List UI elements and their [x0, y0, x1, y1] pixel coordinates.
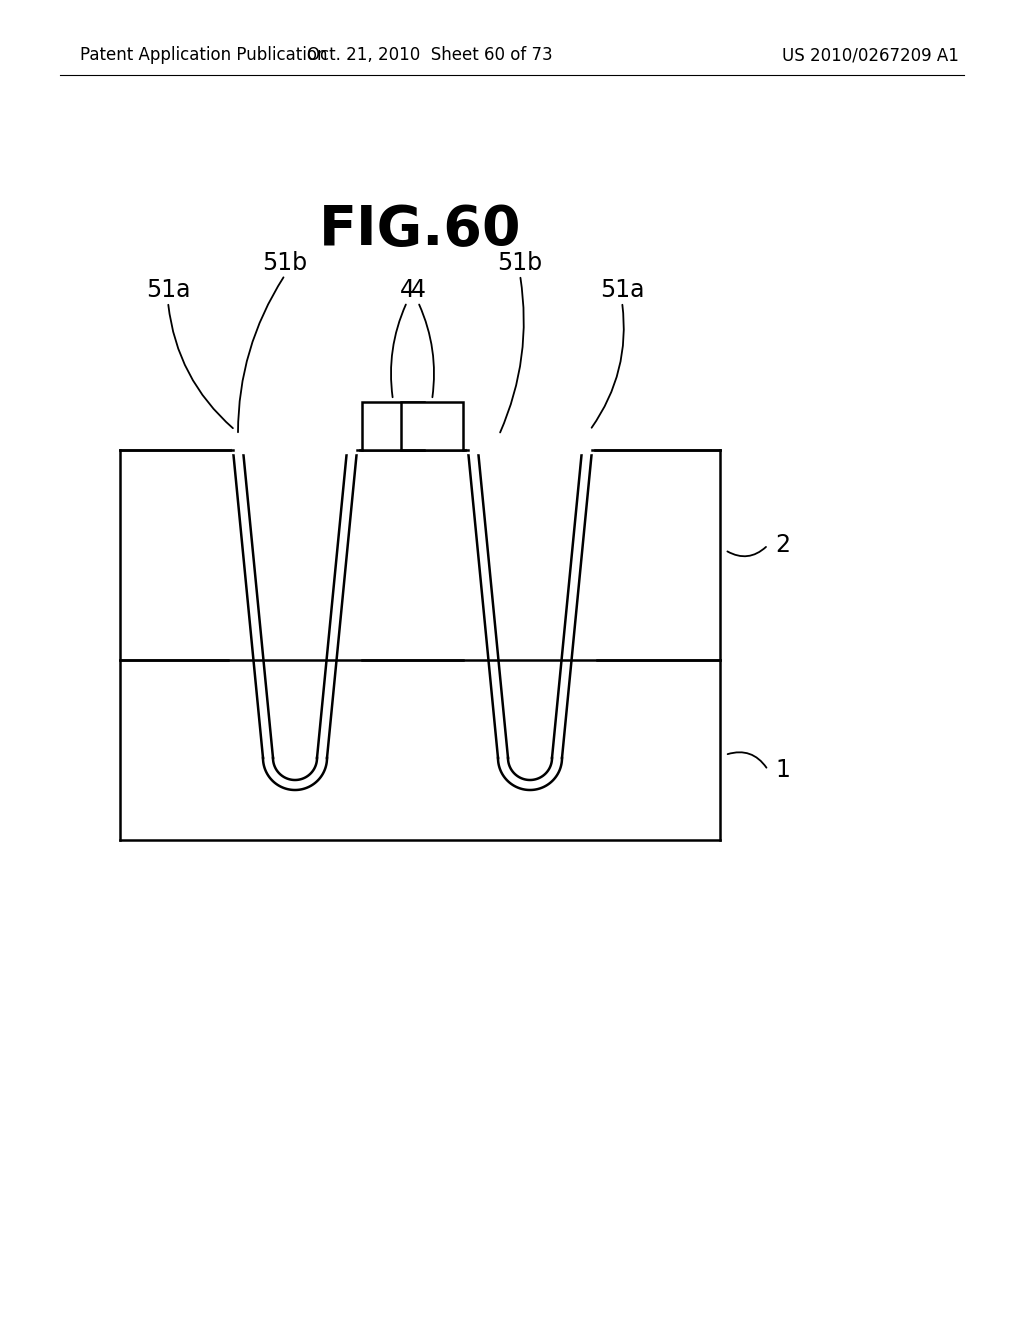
Text: 51a: 51a: [600, 279, 644, 302]
Text: FIG.60: FIG.60: [318, 203, 521, 257]
Text: Patent Application Publication: Patent Application Publication: [80, 46, 328, 63]
Text: 51b: 51b: [498, 251, 543, 275]
Bar: [401, 403, 463, 450]
Text: Oct. 21, 2010  Sheet 60 of 73: Oct. 21, 2010 Sheet 60 of 73: [307, 46, 553, 63]
Text: 4: 4: [399, 279, 415, 302]
Text: 1: 1: [775, 758, 790, 781]
Text: 2: 2: [775, 533, 790, 557]
Text: 51b: 51b: [262, 251, 307, 275]
Text: US 2010/0267209 A1: US 2010/0267209 A1: [781, 46, 958, 63]
Bar: [362, 403, 424, 450]
Text: 4: 4: [411, 279, 426, 302]
Text: 51a: 51a: [145, 279, 190, 302]
